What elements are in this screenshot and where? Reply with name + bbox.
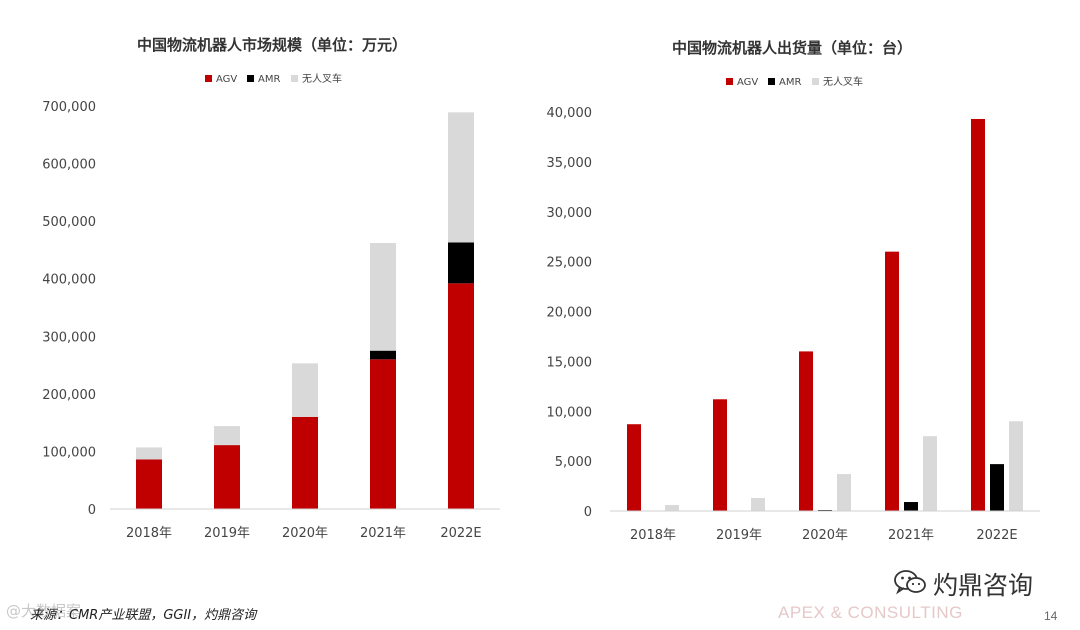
y-tick-label: 10,000 (547, 405, 593, 420)
chart-legend: AGV AMR 无人叉车 (726, 75, 863, 88)
bar-segment (370, 243, 396, 351)
x-axis: 2018年 2019年 2020年 2021年 2022E (110, 508, 500, 541)
bar (923, 436, 937, 511)
legend-swatch (291, 75, 298, 82)
bar-segment (214, 426, 240, 446)
bar (971, 118, 985, 512)
bar (904, 502, 918, 511)
y-tick-label: 40,000 (547, 106, 593, 121)
x-tick-label: 2022E (976, 528, 1017, 543)
bar-segment (136, 459, 162, 509)
legend-swatch (205, 75, 212, 82)
x-tick-label: 2020年 (282, 526, 328, 541)
bar (627, 424, 641, 511)
chart-legend: AGV AMR 无人叉车 (205, 72, 342, 85)
y-axis: 0 5,000 10,000 15,000 20,000 25,000 30,000 35,0… (547, 106, 593, 520)
bar-segment (370, 350, 396, 360)
bar-segment (448, 283, 474, 509)
y-tick-label: 25,000 (547, 256, 593, 271)
watermark-text: @大数据案 (6, 602, 82, 620)
y-axis: 0 100,000 200,000 300,000 400,000 500,000 600,… (42, 100, 96, 518)
y-tick-label: 700,000 (42, 100, 96, 115)
bar-segment (292, 416, 318, 509)
wechat-logo-icon (893, 568, 927, 600)
bars (627, 118, 1023, 512)
bar-segment (370, 359, 396, 509)
y-tick-label: 600,000 (42, 158, 96, 173)
legend-swatch (768, 78, 775, 85)
page-number: 14 (1044, 609, 1058, 623)
bar-segment (136, 447, 162, 460)
y-tick-label: 500,000 (42, 215, 96, 230)
legend-swatch (812, 78, 819, 85)
y-tick-label: 30,000 (547, 206, 593, 221)
legend-label: AGV (737, 77, 758, 88)
y-tick-label: 300,000 (42, 330, 96, 345)
bar (713, 399, 727, 511)
y-tick-label: 100,000 (42, 445, 96, 460)
y-tick-label: 5,000 (555, 455, 592, 470)
legend-swatch (247, 75, 254, 82)
bar (1009, 421, 1023, 511)
x-tick-label: 2019年 (204, 526, 250, 541)
bar-segment (448, 112, 474, 243)
legend-label: AGV (216, 74, 237, 85)
x-tick-label: 2018年 (630, 528, 676, 543)
x-tick-label: 2021年 (360, 526, 406, 541)
x-tick-label: 2018年 (126, 526, 172, 541)
bar-segment (292, 363, 318, 417)
x-tick-label: 2020年 (802, 528, 848, 543)
bar (885, 251, 899, 511)
market-size-chart: 中国物流机器人市场规模（单位：万元） AGV AMR 无人叉车 0 100,000 20… (42, 36, 500, 541)
legend-swatch (726, 78, 733, 85)
bar (837, 474, 851, 511)
y-tick-label: 200,000 (42, 388, 96, 403)
y-tick-label: 15,000 (547, 355, 593, 370)
y-tick-label: 0 (584, 505, 592, 520)
x-tick-label: 2019年 (716, 528, 762, 543)
chart-title: 中国物流机器人出货量（单位：台） (672, 39, 912, 57)
wechat-account-badge: 灼鼎咨询 (893, 566, 1033, 602)
bar (665, 505, 679, 511)
y-tick-label: 35,000 (547, 156, 593, 171)
legend-label: 无人叉车 (823, 75, 863, 88)
x-tick-label: 2021年 (888, 528, 934, 543)
legend-label: AMR (258, 74, 280, 85)
chart-title: 中国物流机器人市场规模（单位：万元） (137, 36, 407, 54)
x-tick-label: 2022E (440, 526, 481, 541)
y-tick-label: 0 (88, 503, 96, 518)
wechat-account-name: 灼鼎咨询 (933, 571, 1034, 600)
y-tick-label: 20,000 (547, 306, 593, 321)
bar (799, 351, 813, 511)
bar (990, 464, 1004, 511)
legend-label: AMR (779, 77, 801, 88)
y-tick-label: 400,000 (42, 273, 96, 288)
legend-label: 无人叉车 (302, 72, 342, 85)
source-note: 来源：CMR产业联盟，GGII，灼鼎咨询 (30, 608, 257, 623)
x-axis: 2018年 2019年 2020年 2021年 2022E (610, 510, 1040, 543)
bar-segment (448, 242, 474, 284)
bar-segment (214, 445, 240, 509)
bar (751, 498, 765, 511)
shipment-volume-chart: 中国物流机器人出货量（单位：台） AGV AMR 无人叉车 0 5,000 10,000… (547, 39, 1040, 543)
brand-footer: APEX & CONSULTING (778, 603, 963, 622)
bars (136, 112, 474, 509)
